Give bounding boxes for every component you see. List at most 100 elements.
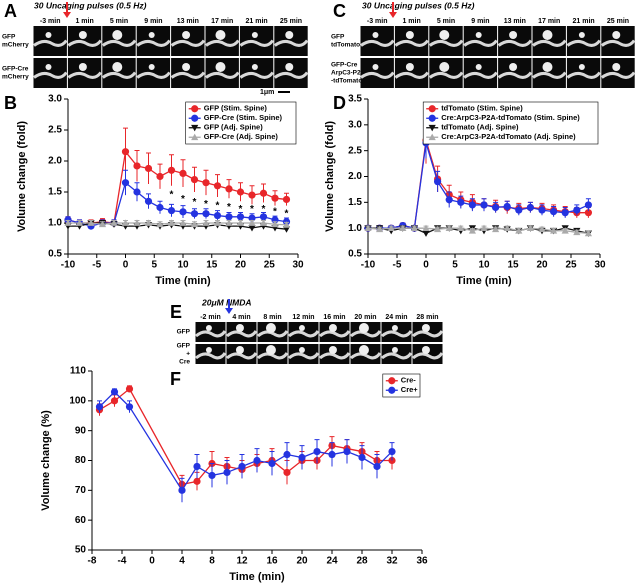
dendrite bbox=[136, 71, 171, 79]
y-tick-label: 2.5 bbox=[48, 125, 62, 136]
x-tick-label: -10 bbox=[61, 260, 76, 271]
data-point bbox=[144, 197, 153, 205]
x-tick-label: 15 bbox=[206, 260, 218, 271]
x-axis-title: Time (min) bbox=[229, 571, 285, 583]
time-label: 21 min bbox=[246, 18, 268, 25]
dendrite bbox=[33, 71, 68, 79]
row-label: mCherry bbox=[2, 74, 29, 81]
significance-mark: * bbox=[273, 206, 277, 217]
data-point bbox=[282, 195, 291, 204]
dendrite bbox=[257, 330, 289, 338]
row-label: + bbox=[186, 351, 190, 358]
scale-bar-label: 1μm bbox=[260, 89, 274, 96]
data-point bbox=[202, 210, 210, 218]
spine bbox=[358, 345, 369, 355]
data-point bbox=[236, 219, 245, 226]
data-point bbox=[225, 219, 233, 226]
spine bbox=[358, 323, 369, 333]
data-point bbox=[282, 221, 291, 228]
row-label: GFP-Cre bbox=[331, 62, 358, 69]
dendrite bbox=[394, 39, 430, 47]
data-point bbox=[167, 219, 176, 226]
spine bbox=[182, 31, 191, 39]
panel-label: A bbox=[4, 1, 17, 21]
dendrite bbox=[67, 71, 103, 79]
x-tick-label: 5 bbox=[151, 260, 157, 271]
data-point bbox=[75, 219, 84, 226]
significance-mark: * bbox=[181, 194, 185, 205]
panel-label: E bbox=[170, 302, 182, 322]
time-label: 17 min bbox=[211, 18, 233, 25]
dendrite bbox=[226, 352, 258, 360]
spine bbox=[112, 62, 123, 72]
time-label: 25 min bbox=[607, 18, 629, 25]
data-point bbox=[298, 453, 306, 462]
data-point bbox=[202, 179, 210, 187]
significance-mark: * bbox=[285, 208, 289, 219]
data-point bbox=[410, 224, 418, 232]
spine bbox=[405, 31, 414, 39]
data-point bbox=[248, 214, 256, 222]
x-tick-label: 8 bbox=[209, 556, 215, 567]
dendrite bbox=[497, 71, 533, 79]
data-point bbox=[236, 213, 245, 221]
time-label: 9 min bbox=[471, 18, 489, 25]
dendrite bbox=[350, 330, 382, 338]
data-point bbox=[144, 164, 153, 173]
spine bbox=[78, 31, 87, 39]
row-label: GFP-Cre bbox=[2, 66, 29, 73]
x-tick-label: -5 bbox=[393, 260, 402, 271]
legend-marker bbox=[428, 124, 436, 132]
spine bbox=[328, 324, 337, 332]
dendrite bbox=[412, 352, 444, 360]
y-tick-label: 110 bbox=[70, 366, 87, 377]
data-point bbox=[503, 202, 511, 211]
data-point bbox=[358, 453, 366, 462]
x-tick-label: 16 bbox=[266, 556, 278, 567]
data-point bbox=[503, 224, 511, 232]
data-point bbox=[110, 388, 119, 396]
data-point bbox=[144, 219, 153, 226]
stimulus-arrowhead bbox=[225, 308, 233, 314]
dendrite bbox=[288, 330, 320, 338]
dendrite bbox=[101, 71, 137, 79]
data-point bbox=[480, 201, 488, 209]
data-point bbox=[457, 198, 465, 206]
x-tick-label: 30 bbox=[292, 260, 304, 271]
data-point bbox=[376, 225, 384, 233]
y-tick-label: 3.5 bbox=[348, 94, 362, 105]
spine bbox=[475, 64, 482, 70]
x-tick-label: 32 bbox=[386, 556, 398, 567]
panel-title: 20μM NMDA bbox=[201, 297, 252, 307]
dendrite bbox=[428, 39, 464, 47]
x-axis-title: Time (min) bbox=[155, 275, 211, 287]
spine bbox=[328, 346, 337, 354]
data-point bbox=[434, 225, 442, 233]
data-point bbox=[223, 468, 231, 477]
data-point bbox=[526, 203, 535, 212]
x-tick-label: 4 bbox=[179, 556, 185, 567]
x-tick-label: 0 bbox=[149, 556, 155, 567]
dendrite bbox=[273, 71, 309, 79]
y-tick-label: 3.0 bbox=[348, 119, 362, 130]
x-tick-label: 0 bbox=[423, 260, 429, 271]
spine bbox=[298, 325, 305, 331]
significance-mark: * bbox=[170, 190, 174, 201]
legend-label: Cre:ArpC3-P2A-tdTomato (Adj. Spine) bbox=[441, 132, 576, 141]
data-point bbox=[213, 219, 222, 226]
x-tick-label: -4 bbox=[118, 556, 127, 567]
legend-marker bbox=[428, 114, 436, 122]
row-label: mCherry bbox=[2, 42, 29, 49]
data-point bbox=[95, 403, 104, 411]
legend-box bbox=[185, 101, 297, 145]
dendrite bbox=[257, 352, 289, 360]
dendrite bbox=[226, 330, 258, 338]
data-point bbox=[422, 224, 430, 232]
dendrite bbox=[205, 39, 240, 47]
spine bbox=[578, 64, 585, 70]
spine bbox=[475, 32, 482, 38]
y-tick-label: 2.0 bbox=[348, 171, 362, 182]
x-tick-label: 30 bbox=[594, 260, 606, 271]
data-point bbox=[179, 169, 187, 177]
time-label: 20 min bbox=[354, 314, 376, 321]
